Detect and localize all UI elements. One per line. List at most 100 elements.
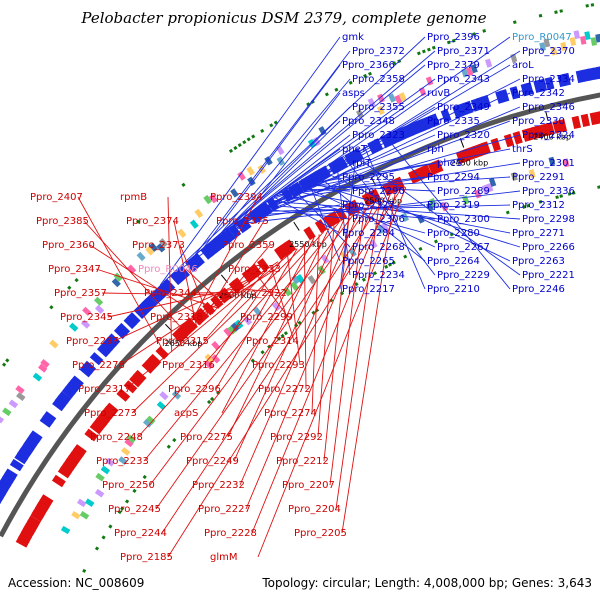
forward-gene-label: Ppro_2312 <box>512 200 565 211</box>
category-glyph <box>113 272 123 282</box>
reverse-gene-glyph <box>15 535 30 548</box>
gc-dot <box>522 205 526 209</box>
forward-leader-line <box>335 159 351 276</box>
reverse-gene-glyph <box>104 402 119 416</box>
forward-gene-glyph <box>70 375 84 389</box>
forward-leader-line <box>384 134 511 290</box>
reverse-leader-line <box>257 187 407 558</box>
gc-dot <box>472 32 476 36</box>
category-glyph <box>246 166 255 176</box>
category-glyph <box>40 359 50 368</box>
reverse-leader-line <box>149 213 355 486</box>
reverse-leader-line <box>77 196 167 358</box>
category-glyph <box>32 372 43 382</box>
reverse-gene-label: Ppro_2249 <box>186 456 239 467</box>
gc-dot <box>426 47 431 52</box>
forward-gene-label: Ppro_2234 <box>352 270 405 281</box>
forward-gene-glyph <box>336 156 349 171</box>
forward-gene-label: Ppro_2289 <box>437 186 490 197</box>
category-glyph <box>211 354 221 364</box>
forward-leader-line <box>349 151 521 276</box>
forward-gene-glyph <box>61 385 76 399</box>
reverse-gene-label: Ppro_2207 <box>282 480 335 491</box>
reverse-gene-label: Ppro_2316 <box>162 360 215 371</box>
reverse-gene-label: Ppro_2185 <box>120 552 173 563</box>
forward-gene-label: Ppro_2291 <box>512 172 565 183</box>
reverse-gene-glyph <box>257 258 270 272</box>
reverse-gene-label: Ppro_2347 <box>48 264 101 275</box>
forward-gene-label: Ppro_2290 <box>352 186 405 197</box>
map-title: Pelobacter propionicus DSM 2379, complet… <box>80 9 486 27</box>
forward-gene-label: Ppro_2294 <box>427 172 480 183</box>
forward-gene-glyph <box>367 140 379 155</box>
forward-gene-glyph <box>20 442 35 456</box>
reverse-gene-glyph <box>60 462 74 476</box>
reverse-gene-label: Ppro_2322 <box>234 288 287 299</box>
gc-dot <box>125 499 130 504</box>
reverse-gene-glyph <box>51 474 66 488</box>
gc-dot <box>67 285 72 290</box>
category-glyph <box>398 92 407 102</box>
reverse-leader-line <box>270 266 295 342</box>
reverse-gene-glyph <box>557 119 568 133</box>
reverse-gene-glyph <box>303 226 316 241</box>
gc-dot <box>384 264 389 269</box>
category-glyph <box>318 126 327 136</box>
forward-leader-line <box>269 176 341 200</box>
category-glyph <box>0 414 5 424</box>
forward-gene-glyph <box>42 411 57 424</box>
gc-dot <box>260 350 265 355</box>
category-glyph <box>15 385 25 394</box>
category-glyph <box>2 407 12 417</box>
category-glyph <box>356 109 364 119</box>
kbp-tick-mark <box>370 177 377 187</box>
gc-dot <box>585 4 589 8</box>
forward-gene-label: Ppro_2324 <box>522 130 575 141</box>
reverse-gene-glyph <box>580 113 591 127</box>
reverse-gene-glyph <box>490 137 502 152</box>
forward-leader-line <box>293 184 436 192</box>
reverse-leader-line <box>329 208 365 486</box>
reverse-gene-label: Ppro_R0046 <box>138 264 198 275</box>
gc-dot <box>277 336 282 341</box>
forward-leader-line <box>194 50 351 256</box>
reverse-leader-line <box>239 210 360 486</box>
forward-gene-glyph <box>113 325 128 340</box>
category-glyph <box>203 194 213 205</box>
reverse-gene-glyph <box>116 388 131 402</box>
category-glyph <box>485 182 494 193</box>
forward-gene-glyph <box>162 278 176 293</box>
forward-gene-label: Ppro_2266 <box>522 242 575 253</box>
forward-gene-glyph <box>480 94 492 109</box>
reverse-gene-glyph <box>18 531 33 544</box>
forward-gene-glyph <box>0 484 9 497</box>
reverse-leader-line <box>303 243 307 390</box>
gc-dot <box>251 134 256 139</box>
kbp-tick-label: 2400 kbp <box>533 132 571 141</box>
reverse-gene-glyph <box>480 141 491 156</box>
forward-gene-label: Ppro_2295 <box>342 172 395 183</box>
forward-gene-glyph <box>429 113 440 128</box>
gc-dot <box>554 10 558 14</box>
reverse-gene-label: Ppro_2314 <box>246 336 299 347</box>
gc-dot <box>216 390 221 396</box>
reverse-gene-glyph <box>67 451 82 465</box>
reverse-gene-glyph <box>589 112 599 126</box>
forward-gene-label: Ppro_2349 <box>437 102 490 113</box>
category-glyph <box>158 238 168 248</box>
gc-dot <box>233 145 238 151</box>
reverse-gene-glyph <box>365 190 377 205</box>
reverse-gene-label: Ppro_2233 <box>96 456 149 467</box>
category-glyph <box>49 339 59 349</box>
forward-gene-glyph <box>52 398 66 412</box>
kbp-tick-mark <box>293 221 300 231</box>
category-glyph <box>95 472 105 482</box>
reverse-gene-glyph <box>283 239 297 254</box>
reverse-leader-line <box>137 231 325 438</box>
forward-gene-label: Ppro_2320 <box>437 130 490 141</box>
category-glyph <box>60 525 71 535</box>
reverse-gene-glyph <box>132 369 147 384</box>
forward-gene-glyph <box>440 108 452 123</box>
reverse-gene-label: Ppro_2374 <box>126 216 179 227</box>
category-glyph <box>488 177 497 187</box>
